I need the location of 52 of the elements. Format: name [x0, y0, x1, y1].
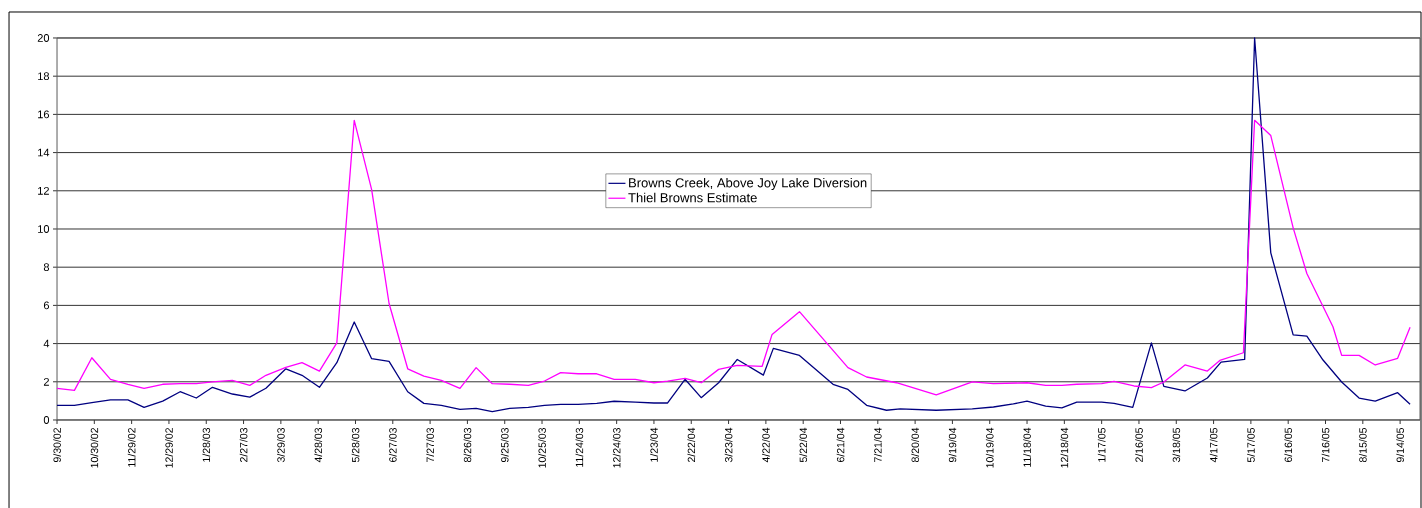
- x-tick-label: 12/18/04: [1060, 427, 1069, 468]
- x-tick-label: 12/29/02: [165, 427, 173, 468]
- x-tick-label: 6/21/04: [836, 427, 845, 462]
- x-tick-label: 11/29/02: [127, 427, 136, 467]
- x-tick-label: 4/17/05: [1209, 427, 1218, 463]
- x-tick-label: 3/29/03: [277, 427, 285, 462]
- x-tick-label: 10/19/04: [985, 427, 994, 468]
- line-series: [56, 119, 1411, 396]
- x-tick-label: 7/16/05: [1321, 427, 1330, 462]
- x-tick-label: 11/24/03: [575, 427, 584, 467]
- y-tick-label: 12: [38, 186, 49, 195]
- x-tick-label: 10/25/03: [538, 427, 546, 468]
- y-tick-label: 8: [43, 263, 50, 271]
- x-tick-label: 9/30/02: [53, 427, 61, 462]
- x-tick-label: 5/22/04: [799, 427, 808, 462]
- x-tick-label: 9/25/03: [500, 427, 509, 462]
- x-tick-label: 4/28/03: [314, 427, 323, 463]
- x-tick-label: 5/28/03: [351, 427, 360, 462]
- x-tick-label: 11/18/04: [1023, 427, 1031, 467]
- x-tick-label: 4/22/04: [762, 427, 770, 463]
- x-tick-label: 2/22/04: [687, 427, 696, 462]
- line-series: [56, 37, 1411, 412]
- x-tick-label: 7/27/03: [426, 427, 434, 462]
- x-tick-label: 6/16/05: [1284, 427, 1293, 462]
- x-tick-label: 1/23/04: [650, 427, 658, 462]
- y-tick-label: 20: [37, 33, 50, 42]
- y-tick-label: 4: [43, 339, 50, 348]
- y-tick-label: 2: [43, 377, 49, 386]
- y-tick-label: 6: [43, 301, 50, 310]
- x-tick-label: 1/28/03: [202, 427, 211, 462]
- x-tick-label: 8/26/03: [463, 427, 472, 462]
- x-tick-label: 9/19/04: [948, 427, 957, 462]
- legend-label: Browns Creek, Above Joy Lake Diversion: [629, 177, 867, 190]
- y-tick-label: 18: [38, 72, 50, 80]
- y-tick-label: 16: [38, 110, 50, 119]
- x-tick-label: 1/17/05: [1097, 427, 1106, 462]
- x-tick-label: 12/24/03: [612, 427, 621, 468]
- x-tick-label: 5/17/05: [1247, 427, 1255, 462]
- x-tick-label: 2/27/03: [239, 427, 248, 462]
- x-tick-label: 3/18/05: [1172, 427, 1181, 462]
- x-tick-label: 9/14/05: [1396, 427, 1404, 462]
- y-tick-label: 0: [43, 415, 50, 424]
- legend-label: Thiel Browns Estimate: [628, 192, 757, 203]
- x-tick-label: 8/20/04: [911, 427, 919, 462]
- x-tick-label: 10/30/02: [90, 427, 99, 468]
- x-tick-label: 6/27/03: [388, 427, 397, 462]
- x-tick-label: 7/21/04: [873, 427, 882, 462]
- x-tick-label: 8/15/05: [1358, 427, 1367, 462]
- x-tick-label: 2/16/05: [1135, 427, 1143, 462]
- y-tick-label: 10: [38, 224, 50, 233]
- y-tick-label: 14: [38, 148, 50, 157]
- x-tick-label: 3/23/04: [724, 427, 733, 462]
